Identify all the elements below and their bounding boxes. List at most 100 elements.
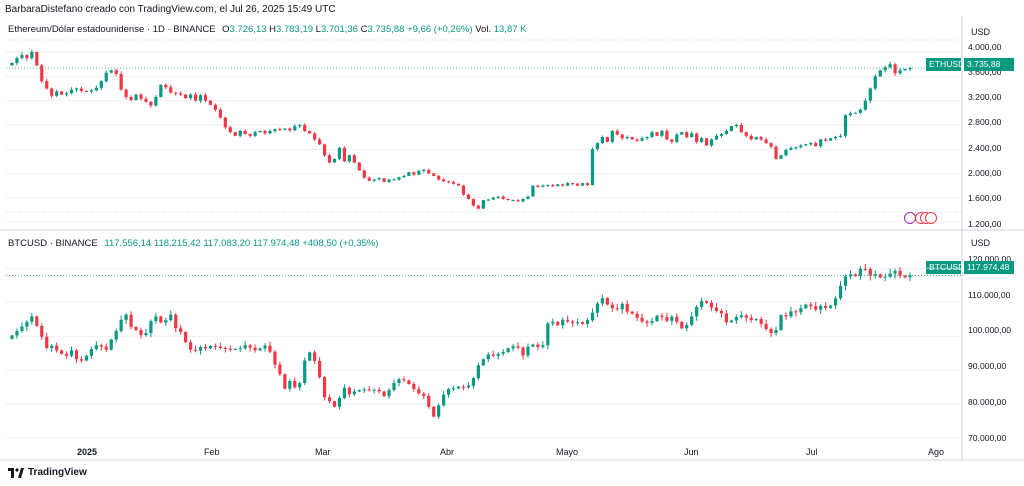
btc-candle-body: [724, 313, 729, 323]
eth-candle-body: [139, 94, 143, 99]
eth-close: 3.735,88: [367, 24, 405, 35]
btc-candle-body: [268, 345, 272, 352]
btc-candle-body: [481, 359, 485, 366]
btc-candle-body: [640, 317, 644, 322]
eth-candle-body: [709, 139, 714, 146]
btc-candle-body: [709, 302, 714, 308]
eth-candle-body: [69, 89, 74, 94]
btc-candle-body: [779, 315, 783, 330]
btc-candle-body: [159, 316, 163, 323]
btc-candle-body: [471, 378, 476, 386]
btc-candle-body: [332, 401, 337, 407]
btc-candle-body: [303, 360, 307, 383]
btc-candle-body: [64, 353, 69, 356]
eth-candle-body: [893, 64, 897, 74]
eth-candle-body: [695, 133, 699, 142]
btc-candle-body: [99, 345, 103, 347]
btc-candle-body: [843, 276, 848, 286]
eth-candle-body: [313, 133, 317, 140]
eth-candle-body: [104, 72, 108, 82]
btc-candle-body: [55, 345, 59, 351]
eth-candle-body: [154, 96, 158, 106]
btc-last-price-badge: 117.974,48: [964, 261, 1014, 274]
eth-candle-body: [501, 196, 505, 199]
btc-legend: BTCUSD · BINANCE 117.556,14 118.215,42 1…: [8, 238, 378, 249]
eth-candle-body: [729, 126, 733, 131]
eth-candle-body: [858, 109, 862, 113]
btc-candle-body: [814, 306, 818, 310]
eth-candle-body: [208, 100, 213, 105]
btc-candle-body: [203, 346, 208, 349]
eth-candle-body: [198, 95, 203, 101]
eth-candle-body: [714, 135, 719, 140]
btc-candle-body: [402, 379, 406, 381]
btc-candle-body: [819, 305, 823, 310]
eth-candle-body: [442, 179, 446, 182]
eth-y-tick: 3.600,00: [968, 67, 1002, 77]
eth-candle-body: [700, 138, 704, 142]
eth-candle-body: [327, 155, 332, 163]
eth-candle-body: [595, 143, 600, 150]
btc-candle-body: [223, 348, 227, 349]
btc-candle-body: [50, 345, 54, 348]
btc-candle-body: [451, 388, 456, 390]
eth-candle-body: [749, 135, 753, 140]
tradingview-logo-icon: [8, 467, 24, 478]
eth-candle-body: [660, 130, 664, 136]
btc-candle-body: [556, 321, 560, 326]
event-flag-icon[interactable]: [925, 212, 937, 224]
btc-candle-body: [595, 303, 600, 313]
eth-candle-body: [392, 179, 396, 181]
eth-candle-body: [719, 134, 724, 136]
btc-candle-body: [625, 303, 629, 312]
btc-candle-body: [605, 298, 609, 305]
eth-candle-body: [878, 70, 882, 77]
btc-candle-body: [585, 320, 590, 324]
eth-candle-body: [848, 113, 853, 116]
btc-candle-body: [868, 269, 872, 276]
eth-candle-body: [20, 55, 24, 59]
eth-candle-body: [804, 144, 808, 146]
eth-o-label: O: [222, 24, 230, 35]
btc-candle-body: [521, 347, 525, 356]
btc-candle-body: [848, 274, 853, 277]
btc-candle-body: [531, 344, 535, 347]
eth-candle-body: [739, 124, 743, 133]
eth-candle-body: [600, 137, 604, 144]
btc-candle-body: [610, 304, 614, 309]
eth-candle-body: [347, 155, 351, 162]
eth-candle-body: [174, 92, 178, 94]
eth-candle-body: [223, 117, 227, 128]
eth-candle-body: [10, 62, 14, 66]
tradingview-brand[interactable]: TradingView: [8, 467, 87, 478]
btc-candle-body: [630, 311, 634, 314]
btc-candle-body: [412, 384, 416, 390]
eth-candle-body: [868, 88, 872, 101]
btc-candle-body: [650, 321, 654, 323]
eth-candle-body: [109, 70, 113, 73]
eth-volume: 13,87 K: [493, 24, 527, 35]
btc-candle-body: [700, 301, 704, 307]
eth-candle-body: [789, 147, 793, 150]
btc-candle-body: [729, 320, 733, 323]
btc-candle-body: [253, 347, 257, 351]
eth-h-label: H: [269, 24, 277, 35]
btc-symbol-badge: BTCUSD: [926, 261, 964, 274]
btc-candle-body: [838, 285, 843, 299]
btc-candle-body: [789, 311, 793, 317]
btc-candle-body: [40, 325, 44, 337]
eth-candle-body: [461, 185, 466, 195]
eth-candle-body: [451, 181, 456, 184]
eth-candle-body: [273, 129, 277, 131]
btc-candle-body: [327, 397, 332, 402]
eth-candle-body: [690, 133, 694, 138]
eth-open: 3.726,13: [229, 24, 267, 35]
btc-candle-body: [35, 316, 39, 326]
btc-candle-body: [824, 305, 828, 308]
btc-candle-body: [506, 348, 510, 353]
eth-candle-body: [164, 84, 168, 88]
btc-candle-body: [288, 380, 292, 389]
btc-candle-body: [655, 315, 659, 322]
eth-candle-body: [526, 196, 530, 199]
